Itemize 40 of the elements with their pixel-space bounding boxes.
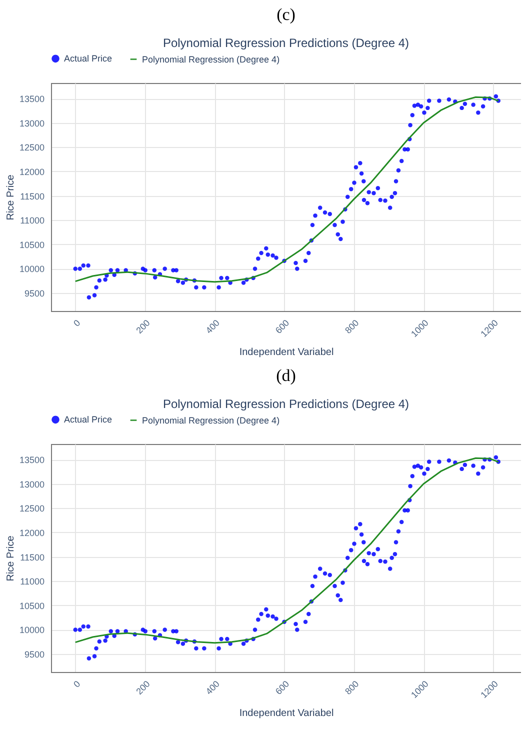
legend-label: Actual Price: [64, 54, 112, 64]
text: (d): [276, 366, 296, 385]
legend-label: Actual Price: [64, 414, 112, 425]
y-tick-label: 11000: [20, 576, 44, 587]
x-tick-label: 0: [72, 318, 82, 328]
x-axis-title: Independent Variabel: [239, 708, 334, 720]
x-axis-title: Independent Variabel: [239, 347, 334, 358]
y-tick-label: 11500: [20, 552, 44, 562]
y-tick-label: 12000: [19, 528, 44, 538]
y-tick-label: 13500: [19, 455, 44, 466]
chart-title: Polynomial Regression Predictions (Degree 4): [162, 36, 410, 50]
x-tick-label: 400: [204, 318, 222, 336]
y-tick-label: 13500: [19, 94, 44, 104]
text: (c): [276, 5, 296, 24]
y-tick-label: 10000: [19, 264, 44, 274]
y-tick-label: 13000: [19, 118, 44, 128]
x-tick-label: 200: [134, 678, 152, 696]
y-tick-label: 10000: [19, 625, 44, 636]
y-tick-label: 12000: [19, 166, 44, 177]
y-axis-title: Rice Price: [5, 535, 16, 582]
x-tick-label: 800: [343, 318, 361, 336]
y-axis-title: Rice Price: [5, 174, 16, 220]
y-tick-label: 11000: [20, 216, 44, 226]
y-tick-label: 11500: [20, 191, 44, 202]
y-tick-label: 10500: [19, 240, 44, 250]
x-tick-label: 0: [72, 678, 82, 690]
legend-label: Polynomial Regression (Degree 4): [142, 54, 280, 64]
y-tick-label: 12500: [19, 142, 44, 153]
chart-title: Polynomial Regression Predictions (Degree 4): [162, 397, 410, 411]
x-tick-label: 600: [273, 678, 292, 696]
y-tick-label: 12500: [19, 504, 44, 514]
y-tick-label: 13000: [19, 479, 44, 490]
y-tick-label: 9500: [24, 288, 44, 299]
x-tick-label: 800: [343, 678, 361, 696]
y-tick-label: 10500: [19, 600, 44, 611]
x-tick-label: 400: [204, 678, 222, 696]
x-tick-label: 200: [134, 318, 152, 336]
x-tick-label: 600: [273, 318, 292, 336]
legend-label: Polynomial Regression (Degree 4): [142, 415, 280, 426]
y-tick-label: 9500: [24, 650, 44, 660]
